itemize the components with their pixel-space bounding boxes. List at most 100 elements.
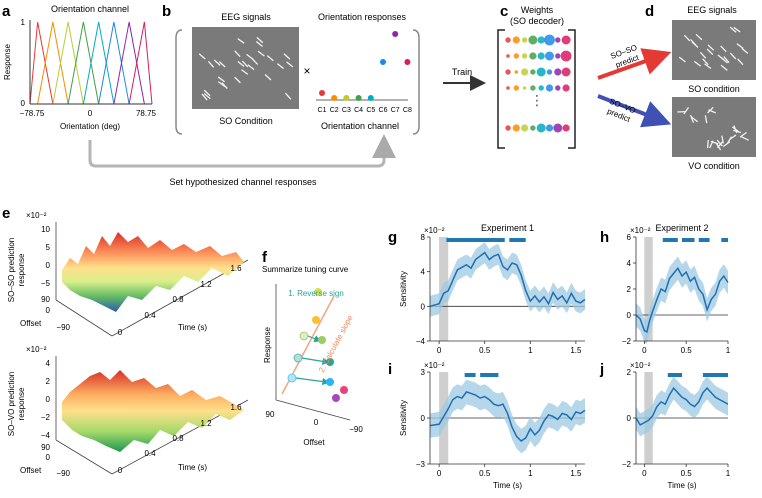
orientation-responses-title: Orientation responses — [318, 12, 407, 22]
e-top-offset-label: Offset — [20, 319, 42, 328]
x-axis-label: Time (s) — [493, 481, 522, 490]
y-exponent: ×10⁻² — [424, 361, 445, 370]
channel-label-C8: C8 — [403, 107, 412, 114]
gabor-bar — [198, 53, 206, 60]
y-tick-label: −3 — [416, 460, 426, 469]
y-tick-label: 6 — [627, 233, 632, 242]
gabor-bar — [704, 63, 712, 70]
weight-dot — [545, 124, 554, 132]
y-tick-label: 0 — [421, 414, 426, 423]
gabor-bar — [251, 58, 259, 65]
weight-dot — [513, 53, 519, 59]
gabor-bar — [706, 140, 709, 149]
panel-label-f: f — [262, 249, 268, 266]
step-reverse-sign: 1. Reverse sign — [288, 289, 344, 298]
gabor-bar — [256, 36, 264, 44]
so-so-arrow — [597, 48, 672, 80]
gabor-bar — [678, 56, 686, 63]
svg-text:0: 0 — [46, 395, 51, 404]
tuning-points — [287, 288, 348, 402]
gabor-bar — [255, 40, 263, 47]
svg-text:90: 90 — [41, 295, 50, 304]
gabor-bar — [693, 60, 702, 67]
gabor-bar — [683, 34, 691, 42]
svg-text:−4: −4 — [41, 431, 51, 440]
y-tick-label: 0 — [421, 302, 426, 311]
point-top — [314, 288, 322, 296]
channel-label-C5: C5 — [366, 107, 375, 114]
x-tick-label: 0.5 — [479, 469, 491, 478]
channel-label-C1: C1 — [318, 107, 327, 114]
x-tick-label: 1.5 — [570, 469, 582, 478]
y-tick-label: 0 — [627, 311, 632, 320]
channel-label-C4: C4 — [354, 107, 363, 114]
gabor-bar — [217, 76, 225, 83]
chart-title: Experiment 1 — [481, 223, 534, 233]
channel-dot-C6 — [380, 59, 386, 65]
x-tick-label: 0.5 — [479, 346, 491, 355]
significance-bar — [721, 238, 728, 242]
e-bottom-offset-ticks: 90 0 −90 — [41, 443, 70, 478]
weights-bracket-right — [568, 29, 576, 149]
gabor-bar — [733, 26, 741, 33]
x-axis-label: Time (s) — [667, 481, 696, 490]
so-condition-label: SO condition — [688, 84, 740, 94]
so-vo-predict-label: SO–VO predict — [606, 97, 637, 125]
panel-label-d: d — [645, 3, 654, 20]
gabor-bar — [733, 129, 742, 134]
panel-a-ylabel: Response — [3, 43, 12, 80]
y-exponent: ×10⁻² — [630, 361, 651, 370]
gabor-bar — [241, 60, 249, 68]
svg-text:−2: −2 — [41, 413, 51, 422]
weight-dot — [506, 54, 510, 58]
gabor-bar — [741, 136, 749, 141]
panel-label-c: c — [500, 3, 508, 20]
svg-text:90: 90 — [266, 410, 275, 419]
gabor-bar — [726, 136, 732, 144]
gabor-bar — [284, 92, 292, 100]
x-tick-label: 0.5 — [681, 346, 693, 355]
y-exponent: ×10⁻² — [630, 226, 651, 235]
chart-g: 8 4 0 −4 0 0.5 1 1.5 ×10⁻² Experiment 1 Sensitivit… — [399, 223, 586, 355]
panel-label-j: j — [599, 361, 604, 378]
weight-dot — [521, 68, 529, 76]
panel-a-ytick-0: 0 — [21, 99, 26, 108]
weight-dot — [538, 85, 544, 91]
weight-dot — [512, 36, 520, 44]
x-tick-label: 0 — [642, 346, 647, 355]
hypothesized-label: Set hypothesized channel responses — [169, 177, 317, 187]
gabor-bar — [234, 50, 241, 58]
x-tick-label: 1 — [528, 346, 533, 355]
panel-a-title: Orientation channel — [51, 4, 129, 14]
weight-dot — [521, 37, 528, 43]
confidence-band — [430, 379, 585, 454]
e-bottom-offset-label: Offset — [20, 466, 42, 475]
y-exponent: ×10⁻² — [424, 226, 445, 235]
svg-text:0: 0 — [118, 328, 123, 337]
panel-a-xlabel: Orientation (deg) — [60, 122, 120, 131]
significance-bar — [667, 373, 682, 377]
y-axis-label: Sensitivity — [399, 400, 408, 436]
weight-dot — [512, 124, 520, 132]
channel-label-C7: C7 — [391, 107, 400, 114]
y-axis-label: Sensitivity — [399, 271, 408, 307]
significance-bar — [464, 373, 476, 377]
gabor-bar — [737, 58, 744, 66]
weight-dot — [554, 68, 562, 76]
mean-line — [429, 251, 586, 308]
bracket-right — [412, 29, 420, 135]
weights-ellipsis: ⋮ — [530, 92, 544, 108]
channel-dot-C3 — [343, 95, 350, 101]
channel-label-C6: C6 — [379, 107, 388, 114]
weight-dot — [506, 86, 510, 90]
weight-dot — [530, 85, 536, 91]
mean-line — [635, 386, 729, 426]
tuning-curve-5 — [68, 21, 130, 105]
gabor-bar — [213, 59, 221, 66]
point-45-reversed — [293, 353, 303, 363]
point-45 — [326, 358, 334, 366]
weight-matrix — [505, 34, 572, 133]
svg-text:0: 0 — [314, 418, 319, 427]
weight-dot — [536, 67, 546, 77]
svg-text:1.2: 1.2 — [200, 280, 212, 289]
